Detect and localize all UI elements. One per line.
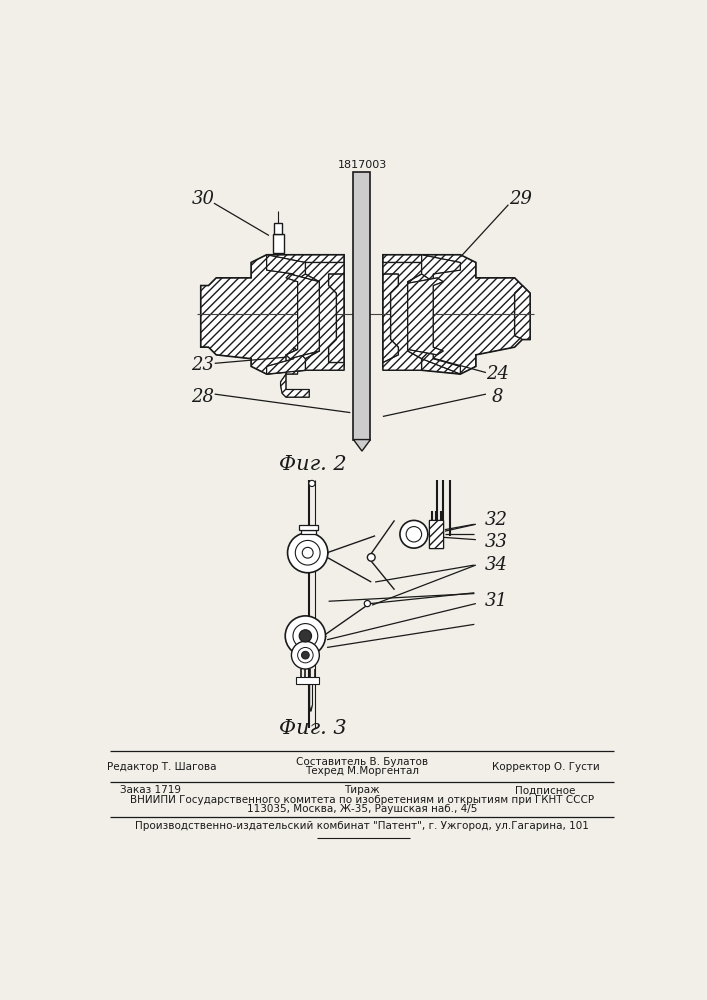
Polygon shape xyxy=(267,255,305,282)
Text: Заказ 1719: Заказ 1719 xyxy=(120,785,181,795)
Circle shape xyxy=(301,651,309,659)
Polygon shape xyxy=(354,172,370,440)
Circle shape xyxy=(293,624,317,648)
Polygon shape xyxy=(286,274,320,359)
Bar xyxy=(300,530,316,534)
Text: 28: 28 xyxy=(192,388,215,406)
Polygon shape xyxy=(281,349,309,397)
Text: Составитель В. Булатов: Составитель В. Булатов xyxy=(296,757,428,767)
Text: Производственно-издательский комбинат "Патент", г. Ужгород, ул.Гагарина, 101: Производственно-издательский комбинат "П… xyxy=(135,821,589,831)
Bar xyxy=(429,520,443,548)
Text: 23: 23 xyxy=(192,356,215,374)
Text: Тираж: Тираж xyxy=(344,785,380,795)
Polygon shape xyxy=(383,255,530,374)
Text: 32: 32 xyxy=(485,511,508,529)
Text: 1817003: 1817003 xyxy=(338,160,387,170)
Polygon shape xyxy=(421,255,460,282)
Text: Техред М.Моргентал: Техред М.Моргентал xyxy=(305,766,419,776)
Text: 113035, Москва, Ж-35, Раушская наб., 4/5: 113035, Москва, Ж-35, Раушская наб., 4/5 xyxy=(247,804,477,814)
Bar xyxy=(273,234,284,253)
Polygon shape xyxy=(267,347,305,374)
Text: Редактор Т. Шагова: Редактор Т. Шагова xyxy=(107,762,217,772)
Text: 31: 31 xyxy=(485,592,508,610)
Circle shape xyxy=(296,540,320,565)
Circle shape xyxy=(406,527,421,542)
Bar xyxy=(296,677,320,684)
Circle shape xyxy=(285,616,325,656)
Circle shape xyxy=(303,547,313,558)
Circle shape xyxy=(368,554,375,561)
Text: Корректор О. Густи: Корректор О. Густи xyxy=(492,762,600,772)
Bar xyxy=(299,525,317,530)
Polygon shape xyxy=(201,255,344,374)
Circle shape xyxy=(309,480,315,487)
Circle shape xyxy=(364,600,370,607)
Bar xyxy=(274,223,282,234)
Circle shape xyxy=(298,647,313,663)
Text: 29: 29 xyxy=(509,190,532,208)
Text: 24: 24 xyxy=(486,365,509,383)
Text: Подписное: Подписное xyxy=(515,785,575,795)
Text: 34: 34 xyxy=(485,556,508,574)
Text: ВНИИПИ Государственного комитета по изобретениям и открытиям при ГКНТ СССР: ВНИИПИ Государственного комитета по изоб… xyxy=(130,795,594,805)
Polygon shape xyxy=(354,440,370,451)
Circle shape xyxy=(299,630,312,642)
Polygon shape xyxy=(305,262,344,370)
Circle shape xyxy=(288,533,328,573)
Polygon shape xyxy=(429,520,443,548)
Circle shape xyxy=(400,520,428,548)
Polygon shape xyxy=(515,286,530,339)
Polygon shape xyxy=(421,347,460,374)
Text: 8: 8 xyxy=(492,388,503,406)
Polygon shape xyxy=(383,262,421,370)
Text: Φиг. 3: Φиг. 3 xyxy=(279,719,347,738)
Text: 30: 30 xyxy=(192,190,215,208)
Text: 33: 33 xyxy=(485,533,508,551)
Text: Φиг. 2: Φиг. 2 xyxy=(279,455,347,474)
Polygon shape xyxy=(408,278,443,355)
Circle shape xyxy=(291,641,320,669)
